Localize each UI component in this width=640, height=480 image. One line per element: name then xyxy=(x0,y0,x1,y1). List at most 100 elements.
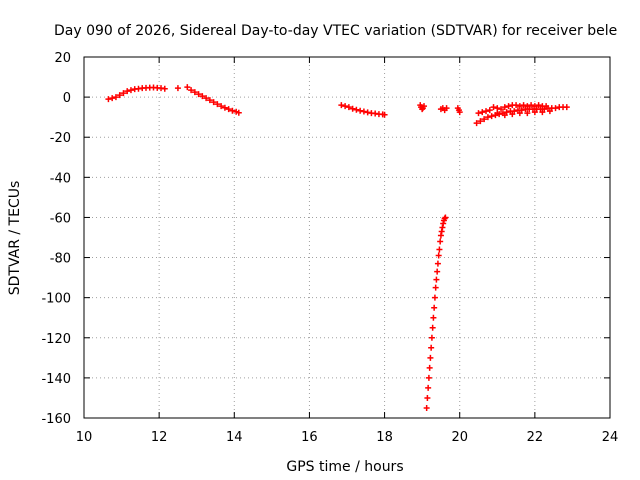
data-point xyxy=(437,232,444,239)
data-point xyxy=(429,324,436,331)
y-tick-label: 20 xyxy=(54,51,71,66)
data-point xyxy=(199,93,206,100)
data-point xyxy=(511,108,518,115)
data-point xyxy=(174,85,181,92)
data-point xyxy=(531,103,538,110)
data-point xyxy=(431,304,438,311)
data-point xyxy=(353,106,360,113)
data-point xyxy=(441,215,448,222)
x-tick-label: 20 xyxy=(451,430,468,445)
data-point xyxy=(357,107,364,114)
data-point xyxy=(210,99,217,106)
x-tick-label: 22 xyxy=(527,430,544,445)
data-point xyxy=(214,101,221,108)
data-point xyxy=(501,104,508,111)
data-point xyxy=(539,109,546,116)
data-point xyxy=(191,89,198,96)
plot-frame xyxy=(83,56,611,419)
data-point xyxy=(221,104,228,111)
data-point xyxy=(364,109,371,116)
data-point xyxy=(434,268,441,275)
data-point xyxy=(520,102,527,109)
x-tick-label: 14 xyxy=(226,430,243,445)
data-point xyxy=(424,394,431,401)
data-point xyxy=(345,104,352,111)
series-descending-arc xyxy=(423,214,449,411)
data-point xyxy=(116,92,123,99)
data-point xyxy=(509,111,516,118)
series-arc-5 xyxy=(473,102,570,127)
data-point xyxy=(419,106,426,113)
data-point xyxy=(161,85,168,92)
data-point xyxy=(184,84,191,91)
data-point xyxy=(505,103,512,110)
data-point xyxy=(203,95,210,102)
data-point xyxy=(475,110,482,117)
data-point xyxy=(428,334,435,341)
data-point xyxy=(563,104,570,111)
data-point xyxy=(338,102,345,109)
data-point xyxy=(531,109,538,116)
data-point xyxy=(195,91,202,98)
data-point xyxy=(501,112,508,119)
data-point xyxy=(360,108,367,115)
data-point xyxy=(218,103,225,110)
data-point xyxy=(425,384,432,391)
data-point xyxy=(120,90,127,97)
data-point xyxy=(503,109,510,116)
data-point xyxy=(434,260,441,267)
axis-ticks: 10 12 14 16 18 20 22 24 20 0 -20 -40 -60 -80 -100 -120 -… xyxy=(41,51,618,445)
data-point xyxy=(425,374,432,381)
y-tick-label: -140 xyxy=(41,372,71,387)
data-point xyxy=(381,111,388,118)
data-point xyxy=(426,364,433,371)
data-point xyxy=(229,107,236,114)
y-tick-label: -120 xyxy=(41,332,71,347)
data-point xyxy=(188,87,195,94)
data-point xyxy=(349,105,356,112)
y-tick-label: -100 xyxy=(41,292,71,307)
data-point xyxy=(488,113,495,120)
y-tick-label: -160 xyxy=(41,412,71,427)
data-point xyxy=(498,106,505,113)
data-point xyxy=(543,103,550,110)
series-arc-4 xyxy=(417,102,463,116)
x-tick-label: 24 xyxy=(602,430,619,445)
y-tick-label: 0 xyxy=(63,91,71,106)
data-point xyxy=(546,108,553,115)
series-arc-1 xyxy=(105,84,168,103)
x-axis-title: GPS time / hours xyxy=(286,459,403,475)
data-point xyxy=(105,96,112,103)
data-point xyxy=(235,109,242,116)
y-tick-label: -40 xyxy=(50,171,71,186)
data-point xyxy=(440,220,447,227)
data-point xyxy=(225,106,232,113)
data-point xyxy=(206,97,213,104)
x-tick-label: 12 xyxy=(151,430,168,445)
data-point xyxy=(456,109,463,116)
data-point xyxy=(473,120,480,127)
data-point xyxy=(124,88,131,95)
data-point xyxy=(428,344,435,351)
data-point xyxy=(437,238,444,245)
data-point xyxy=(430,314,437,321)
x-tick-label: 10 xyxy=(76,430,93,445)
data-point xyxy=(490,104,497,111)
data-point xyxy=(552,105,559,112)
data-point xyxy=(342,103,349,110)
y-tick-label: -60 xyxy=(50,211,71,226)
data-point xyxy=(432,284,439,291)
data-point xyxy=(513,102,520,109)
data-point xyxy=(439,224,446,231)
y-axis-title: SDTVAR / TECUs xyxy=(7,181,23,296)
chart-title: Day 090 of 2026, Sidereal Day-to-day VTE… xyxy=(54,23,617,39)
data-point xyxy=(127,87,134,94)
data-point xyxy=(443,105,450,112)
data-point xyxy=(524,103,531,110)
data-point xyxy=(421,103,428,110)
data-point xyxy=(109,95,116,102)
data-point xyxy=(427,354,434,361)
data-point xyxy=(423,404,430,411)
data-point xyxy=(479,109,486,116)
